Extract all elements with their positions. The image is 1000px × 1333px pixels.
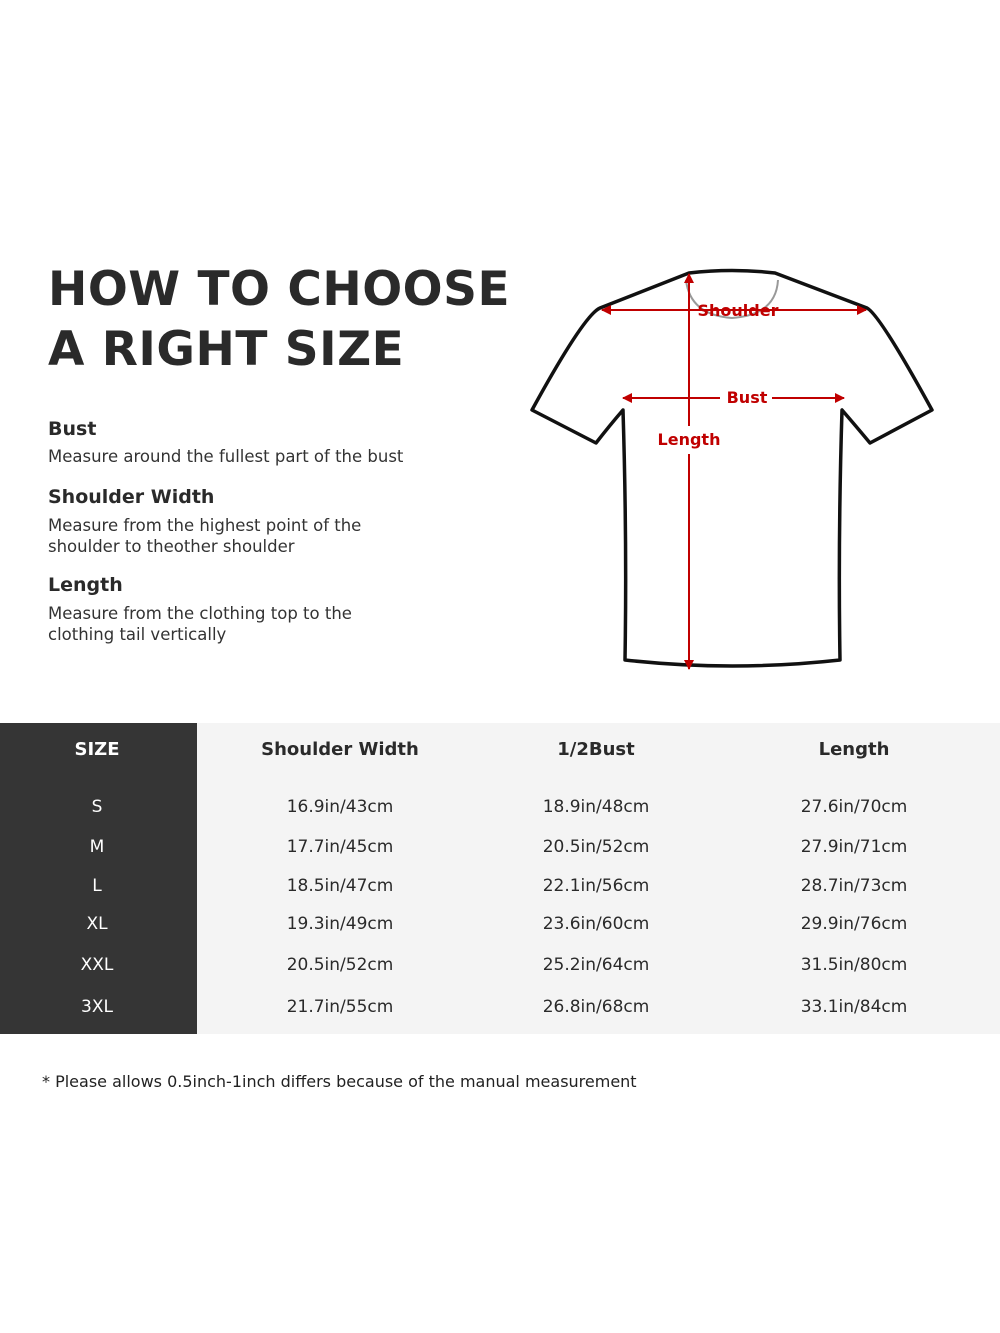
table-cell: 29.9in/76cm bbox=[800, 914, 908, 934]
tshirt-outline bbox=[530, 268, 934, 668]
table-cell: 23.6in/60cm bbox=[542, 914, 650, 934]
size-table: SIZE Shoulder Width 1/2Bust Length S 16.9in/4… bbox=[0, 723, 1000, 1034]
table-cell: 31.5in/80cm bbox=[800, 955, 908, 975]
footnote: * Please allows 0.5inch-1inch differs be… bbox=[42, 1072, 637, 1091]
table-cell: 33.1in/84cm bbox=[800, 997, 908, 1017]
table-cell: 22.1in/56cm bbox=[542, 876, 650, 896]
shoulder-label: Shoulder bbox=[698, 301, 779, 320]
guide-length-desc-2: clothing tail vertically bbox=[48, 625, 227, 644]
table-cell: 21.7in/55cm bbox=[286, 997, 394, 1017]
table-header-2: 1/2Bust bbox=[557, 739, 635, 760]
guide-shoulder-desc-2: shoulder to theother shoulder bbox=[48, 537, 295, 556]
guide-length-desc-1: Measure from the clothing top to the bbox=[48, 604, 352, 623]
tshirt-diagram: Shoulder Bust Length bbox=[530, 268, 934, 670]
table-header-1: Shoulder Width bbox=[261, 739, 419, 760]
table-cell: 19.3in/49cm bbox=[286, 914, 394, 934]
size-label: M bbox=[89, 837, 105, 857]
table-cell: 28.7in/73cm bbox=[800, 876, 908, 896]
table-header-0: SIZE bbox=[74, 739, 120, 760]
table-cell: 27.6in/70cm bbox=[800, 797, 908, 817]
bust-label: Bust bbox=[727, 388, 768, 407]
size-label: S bbox=[91, 797, 103, 817]
size-label: 3XL bbox=[81, 997, 113, 1017]
length-label: Length bbox=[658, 430, 721, 449]
table-cell: 20.5in/52cm bbox=[542, 837, 650, 857]
table-cell: 25.2in/64cm bbox=[542, 955, 650, 975]
table-cell: 26.8in/68cm bbox=[542, 997, 650, 1017]
table-header-3: Length bbox=[818, 739, 890, 760]
guide-length-title: Length bbox=[48, 574, 123, 596]
guide-bust-title: Bust bbox=[48, 418, 97, 440]
page-title-line2: A RIGHT SIZE bbox=[48, 322, 405, 377]
table-cell: 16.9in/43cm bbox=[286, 797, 394, 817]
table-cell: 18.9in/48cm bbox=[542, 797, 650, 817]
size-label: XXL bbox=[80, 955, 114, 975]
table-cell: 18.5in/47cm bbox=[286, 876, 394, 896]
size-column bbox=[0, 723, 197, 1034]
size-label: XL bbox=[86, 914, 108, 934]
size-label: L bbox=[92, 876, 102, 896]
table-cell: 27.9in/71cm bbox=[800, 837, 908, 857]
page-title-line1: HOW TO CHOOSE bbox=[48, 262, 511, 317]
table-cell: 17.7in/45cm bbox=[286, 837, 394, 857]
guide-shoulder-title: Shoulder Width bbox=[48, 486, 215, 508]
guide-shoulder-desc-1: Measure from the highest point of the bbox=[48, 516, 362, 535]
guide-bust-desc: Measure around the fullest part of the b… bbox=[48, 447, 404, 466]
table-cell: 20.5in/52cm bbox=[286, 955, 394, 975]
